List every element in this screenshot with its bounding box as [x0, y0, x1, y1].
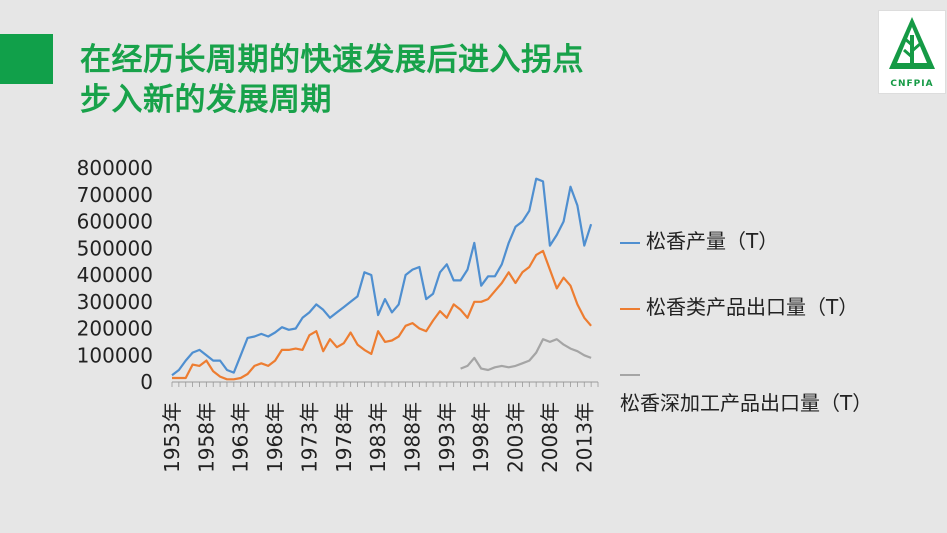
- x-tick-label: 1983年: [366, 402, 390, 473]
- legend-item-3: 松香深加工产品出口量（T）: [620, 358, 890, 418]
- series-line-2: [172, 249, 592, 381]
- x-axis: 1953年 1958年 1963年 1968年 1973年 1978年 1983年 1988年…: [160, 381, 599, 473]
- y-tick-label: 400000: [77, 263, 153, 287]
- y-tick-label: 700000: [77, 183, 153, 207]
- x-tick-label: 1958年: [194, 402, 218, 473]
- legend-swatch-2: [620, 307, 640, 310]
- legend-swatch-3: [620, 373, 640, 376]
- tree-icon: [889, 17, 935, 69]
- x-tick-label: 1998年: [469, 402, 493, 473]
- legend-label-1: 松香产量（T）: [646, 229, 779, 253]
- x-tick-label: 1973年: [297, 402, 321, 473]
- x-tick-label: 2008年: [538, 402, 562, 473]
- title-line-1: 在经历长周期的快速发展后进入拐点: [80, 42, 584, 78]
- y-tick-label: 800000: [77, 156, 153, 180]
- y-tick-label: 200000: [77, 317, 153, 341]
- legend-label-2: 松香类产品出口量（T）: [646, 295, 859, 319]
- series-line-3: [460, 338, 592, 372]
- series-lines: [171, 177, 593, 381]
- legend-swatch-1: [620, 241, 640, 244]
- x-tick-label: 1988年: [400, 402, 424, 473]
- x-tick-label: 1953年: [160, 402, 184, 473]
- y-tick-label: 0: [140, 370, 153, 394]
- x-tick-label: 1963年: [229, 402, 253, 473]
- legend-item-1: 松香产量（T）: [620, 226, 778, 256]
- y-tick-label: 100000: [77, 343, 153, 367]
- series-line-1: [171, 177, 593, 377]
- page-title: 在经历长周期的快速发展后进入拐点 步入新的发展周期: [80, 40, 680, 120]
- x-tick-label: 1978年: [332, 402, 356, 473]
- y-tick-label: 600000: [77, 210, 153, 234]
- title-line-2: 步入新的发展周期: [80, 82, 332, 118]
- legend-label-3: 松香深加工产品出口量（T）: [620, 391, 873, 415]
- x-tick-label: 2003年: [504, 402, 528, 473]
- y-tick-label: 500000: [77, 236, 153, 260]
- x-tick-label: 1968年: [263, 402, 287, 473]
- title-accent-bar: [0, 34, 53, 84]
- legend-item-2: 松香类产品出口量（T）: [620, 292, 858, 322]
- logo-text: CNFPIA: [890, 79, 934, 89]
- cnfpia-logo: CNFPIA: [878, 10, 946, 94]
- x-tick-label: 2013年: [572, 402, 596, 473]
- x-tick-label: 1993年: [435, 402, 459, 473]
- y-tick-label: 300000: [77, 290, 153, 314]
